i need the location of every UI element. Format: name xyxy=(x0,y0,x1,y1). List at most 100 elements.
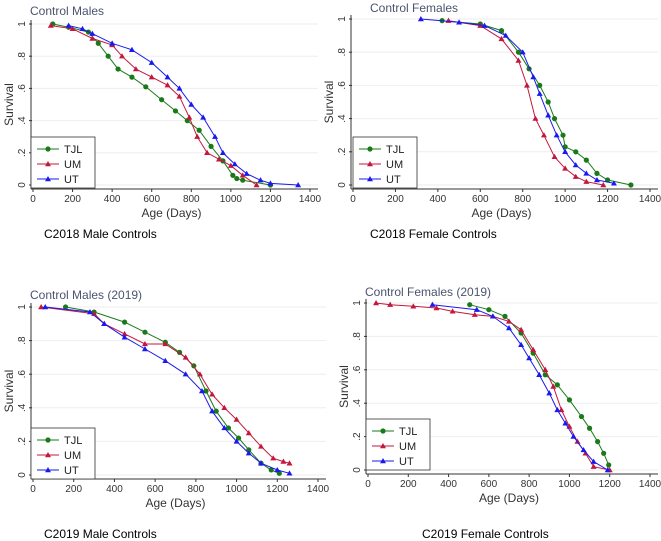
data-point xyxy=(562,420,569,426)
data-point xyxy=(176,85,183,91)
data-point xyxy=(628,182,634,188)
data-point xyxy=(246,447,252,453)
data-point xyxy=(142,329,148,335)
data-point xyxy=(215,156,222,162)
x-tick-label: 800 xyxy=(521,479,538,490)
data-point xyxy=(69,25,76,32)
data-point xyxy=(233,416,240,422)
x-tick-label: 1400 xyxy=(639,194,661,205)
data-point xyxy=(221,424,228,431)
x-tick-label: 600 xyxy=(143,194,160,205)
data-point xyxy=(191,363,197,369)
legend: TJL UM UT xyxy=(30,136,96,189)
data-point xyxy=(121,330,128,337)
data-point xyxy=(445,17,452,23)
data-point xyxy=(258,443,264,449)
y-axis-label: Survival xyxy=(322,81,336,124)
data-point xyxy=(233,438,240,444)
legend: TJL UM UT xyxy=(365,418,431,471)
data-point xyxy=(387,301,394,307)
x-tick-label: 1200 xyxy=(599,479,622,490)
data-point xyxy=(62,304,69,310)
legend-marker xyxy=(367,161,373,167)
data-point xyxy=(268,467,274,473)
y-tick-label: 0 xyxy=(17,472,28,478)
data-point xyxy=(518,341,525,347)
data-point xyxy=(225,425,232,431)
y-tick-label: 0 xyxy=(17,182,28,188)
y-tick-label: .2 xyxy=(17,148,28,157)
data-point xyxy=(506,318,512,324)
chart-panel-3: 0 .2 .4 .6 .8 1 0 200 400 600 800 1000 1200 1400 Age (… xyxy=(2,288,330,510)
legend: TJL UM UT xyxy=(352,136,418,189)
data-point xyxy=(129,74,135,80)
data-point xyxy=(526,355,533,361)
y-tick-label: 1 xyxy=(352,300,363,306)
data-point xyxy=(594,170,600,176)
data-point xyxy=(286,470,293,476)
series-um xyxy=(47,22,260,188)
x-tick-label: 1400 xyxy=(307,484,330,495)
data-point xyxy=(553,132,560,138)
data-point xyxy=(121,334,128,340)
data-point xyxy=(245,430,252,436)
data-point xyxy=(542,366,549,372)
data-point xyxy=(554,382,560,388)
series-tjl xyxy=(439,18,634,188)
series-tjl xyxy=(467,302,612,468)
data-point xyxy=(208,143,214,149)
legend: TJL UM UT xyxy=(30,427,96,480)
data-point xyxy=(467,302,473,308)
data-point xyxy=(530,74,537,80)
data-point xyxy=(141,346,148,352)
chart-title: Control Males xyxy=(30,4,104,18)
y-tick-label: 1 xyxy=(17,304,28,310)
legend-label: UT xyxy=(386,174,401,186)
x-tick-label: 0 xyxy=(365,479,371,490)
y-tick-label: 1 xyxy=(337,16,348,22)
data-point xyxy=(164,74,171,80)
x-tick-label: 1000 xyxy=(225,484,248,495)
legend-box xyxy=(365,418,431,471)
x-axis-label: Age (Days) xyxy=(471,206,531,220)
data-point xyxy=(176,93,183,99)
data-point xyxy=(583,157,589,163)
x-tick-label: 400 xyxy=(104,194,121,205)
data-point xyxy=(105,53,111,59)
x-tick-label: 1000 xyxy=(554,194,577,205)
x-tick-label: 200 xyxy=(387,194,404,205)
legend-label: UM xyxy=(64,159,81,171)
x-tick-label: 0 xyxy=(30,194,36,205)
data-point xyxy=(274,466,281,473)
data-point xyxy=(209,408,216,414)
y-axis-label: Survival xyxy=(337,365,351,408)
data-point xyxy=(604,467,611,473)
data-point xyxy=(245,450,252,456)
y-tick-label: 0 xyxy=(337,182,348,188)
data-point xyxy=(558,406,565,413)
legend-marker xyxy=(45,146,51,152)
data-point xyxy=(572,173,579,179)
data-point xyxy=(523,82,530,88)
legend-marker xyxy=(45,437,51,443)
legend-marker xyxy=(45,452,51,458)
data-point xyxy=(42,304,49,310)
y-axis-label: Survival xyxy=(2,370,16,413)
data-point xyxy=(119,53,126,59)
y-tick-label: .2 xyxy=(337,147,348,156)
y-tick-label: .2 xyxy=(17,437,28,446)
x-tick-label: 1400 xyxy=(639,479,661,490)
data-point xyxy=(221,404,228,410)
data-point xyxy=(209,391,216,397)
series-line xyxy=(442,20,632,186)
data-point xyxy=(132,66,139,72)
legend-box xyxy=(352,136,418,189)
y-tick-label: .4 xyxy=(352,399,363,408)
data-point xyxy=(518,326,525,332)
data-point xyxy=(540,132,547,138)
data-point xyxy=(590,463,597,469)
data-point xyxy=(101,320,108,326)
data-point xyxy=(204,149,211,155)
legend-label: TJL xyxy=(399,426,417,438)
data-point xyxy=(586,425,593,431)
